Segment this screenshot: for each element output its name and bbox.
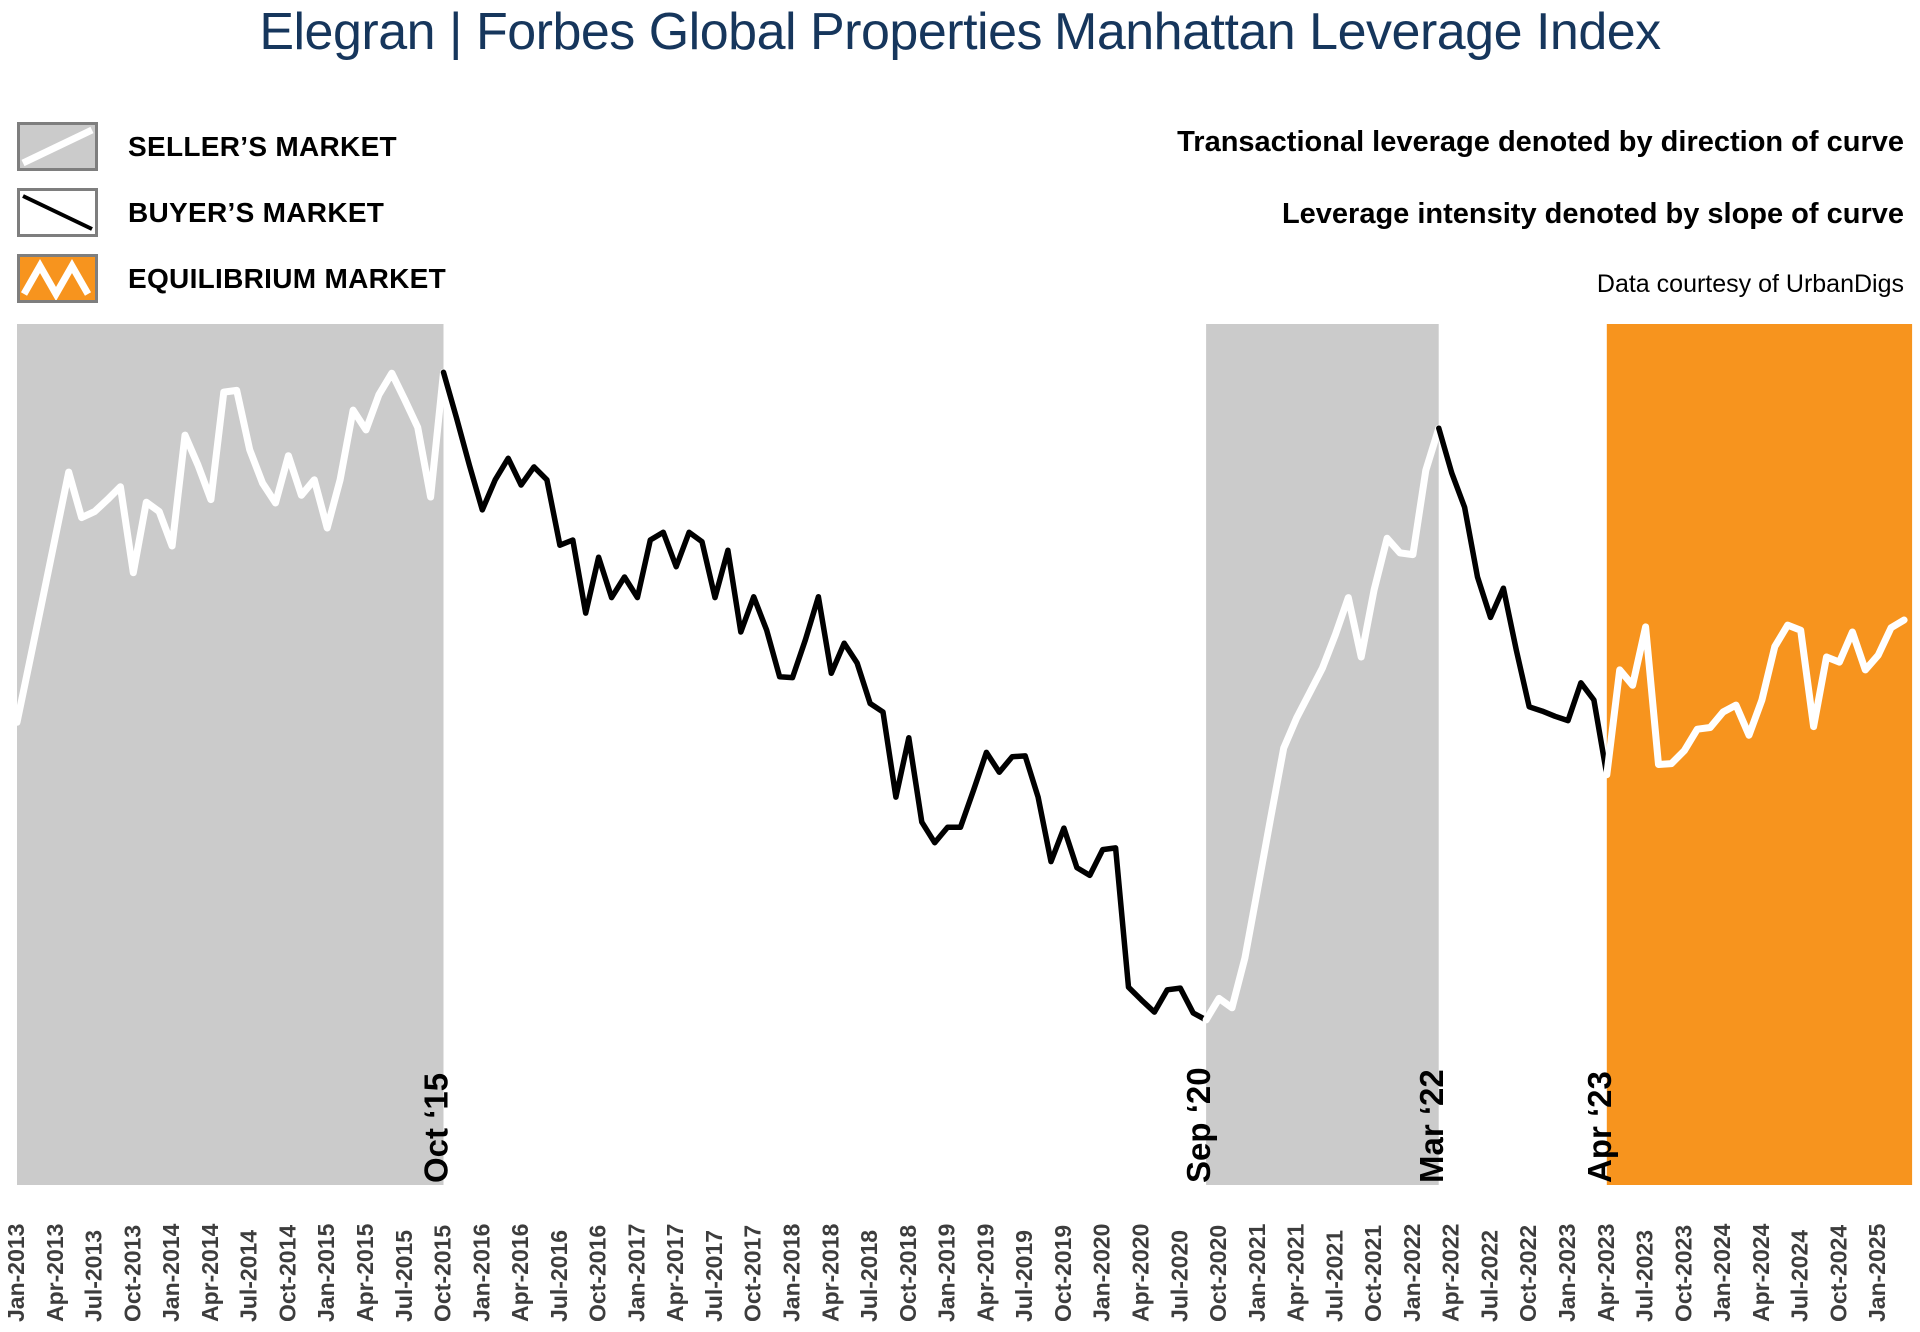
x-axis-tick-label: Apr-2013	[42, 1224, 68, 1322]
x-axis-tick-label: Oct-2017	[740, 1225, 766, 1322]
legend-label-sellers: SELLER’S MARKET	[128, 130, 397, 162]
legend-item-equilibrium-market: EQUILIBRIUM MARKET	[17, 254, 446, 303]
x-axis-tick-label: Apr-2024	[1748, 1223, 1774, 1322]
x-axis-tick-label: Jan-2017	[623, 1224, 649, 1322]
x-axis-tick-label: Oct-2022	[1515, 1225, 1541, 1322]
leverage-line-black-segment	[440, 369, 1209, 1023]
legend-item-buyers-market: BUYER’S MARKET	[17, 188, 446, 237]
title-brand: Elegran | Forbes Global Properties	[259, 3, 1042, 61]
x-axis-tick-label: Jan-2018	[779, 1223, 805, 1322]
x-axis-tick-label: Apr-2023	[1593, 1224, 1619, 1322]
x-axis-tick-label: Apr-2019	[972, 1224, 998, 1322]
x-axis-tick-label: Jul-2013	[81, 1230, 107, 1322]
legend: SELLER’S MARKET BUYER’S MARKET EQUILIBRI…	[17, 122, 446, 320]
x-axis-tick-label: Jul-2022	[1477, 1230, 1503, 1322]
region-boundary-label: Oct ‘15	[418, 1073, 455, 1183]
x-axis-tick-label: Apr-2016	[507, 1224, 533, 1322]
x-axis-tick-label: Jul-2014	[236, 1230, 262, 1322]
leverage-line-white-segment	[13, 368, 447, 726]
x-axis-tick-label: Jul-2023	[1632, 1230, 1658, 1322]
x-axis-tick-label: Oct-2014	[274, 1225, 300, 1322]
sellers-market-region	[17, 324, 444, 1185]
x-axis-tick-label: Jan-2020	[1089, 1224, 1115, 1322]
x-axis-tick-label: Apr-2018	[817, 1223, 843, 1322]
x-axis-tick-label: Jan-2025	[1864, 1223, 1890, 1322]
note-leverage-intensity: Leverage intensity denoted by slope of c…	[1281, 198, 1904, 230]
equilibrium-market-swatch-icon	[17, 254, 98, 303]
x-axis-tick-label: Apr-2021	[1283, 1223, 1309, 1322]
x-axis-tick-label: Jul-2015	[391, 1230, 417, 1322]
x-axis-tick-label: Apr-2017	[662, 1224, 688, 1322]
x-axis-tick-label: Jul-2019	[1011, 1230, 1037, 1322]
leverage-line-white-segment	[1202, 424, 1443, 1024]
x-axis-tick-label: Jan-2024	[1709, 1223, 1735, 1322]
region-boundary-label: Sep ‘20	[1180, 1067, 1217, 1183]
x-axis-tick-label: Jan-2022	[1399, 1224, 1425, 1322]
x-axis-tick-label: Jan-2015	[313, 1223, 339, 1322]
annotation-notes: Transactional leverage denoted by direct…	[1177, 126, 1904, 299]
x-axis-tick-label: Apr-2014	[197, 1223, 223, 1322]
x-axis-tick-label: Apr-2022	[1438, 1224, 1464, 1322]
x-axis-tick-label: Oct-2013	[119, 1225, 145, 1322]
note-transactional-leverage: Transactional leverage denoted by direct…	[1177, 126, 1904, 158]
leverage-line-black-segment	[1436, 425, 1610, 778]
x-axis-tick-label: Jul-2018	[856, 1230, 882, 1322]
x-axis-tick-label: Apr-2020	[1128, 1224, 1154, 1322]
legend-label-buyers: BUYER’S MARKET	[128, 196, 385, 228]
x-axis-tick-label: Jan-2021	[1244, 1223, 1270, 1322]
x-axis-tick-label: Oct-2024	[1825, 1225, 1851, 1322]
x-axis-tick-label: Oct-2015	[430, 1225, 456, 1322]
leverage-line-white-segment	[1603, 616, 1908, 779]
title-suffix: Manhattan Leverage Index	[1054, 3, 1661, 61]
equilibrium-market-region	[1606, 324, 1913, 1185]
x-axis-tick-label: Oct-2023	[1670, 1225, 1696, 1322]
x-axis-tick-label: Oct-2021	[1360, 1225, 1386, 1322]
legend-label-equilibrium: EQUILIBRIUM MARKET	[128, 262, 447, 294]
legend-item-sellers-market: SELLER’S MARKET	[17, 122, 446, 171]
x-axis-tick-label: Jul-2021	[1321, 1230, 1347, 1322]
x-axis-tick-label: Jan-2023	[1554, 1224, 1580, 1322]
x-axis-tick-label: Oct-2020	[1205, 1225, 1231, 1322]
x-axis-tick-label: Oct-2019	[1050, 1225, 1076, 1322]
region-boundary-label: Apr ‘23	[1581, 1071, 1618, 1183]
x-axis-tick-label: Jan-2013	[3, 1224, 29, 1322]
x-axis-tick-label: Jan-2016	[468, 1224, 494, 1322]
page-title: Elegran | Forbes Global Properties Manhat…	[0, 2, 1920, 62]
x-axis-tick-label: Jan-2014	[158, 1223, 184, 1322]
region-boundary-label: Mar ‘22	[1413, 1069, 1450, 1183]
x-axis-tick-label: Apr-2015	[352, 1223, 378, 1322]
note-data-credit: Data courtesy of UrbanDigs	[1596, 270, 1904, 298]
sellers-market-region	[1206, 324, 1439, 1185]
x-axis-tick-label: Jul-2020	[1166, 1230, 1192, 1322]
x-axis-tick-label: Jan-2019	[934, 1224, 960, 1322]
x-axis-tick-label: Oct-2018	[895, 1225, 921, 1322]
sellers-market-swatch-icon	[17, 122, 98, 171]
x-axis-tick-label: Oct-2016	[585, 1225, 611, 1322]
x-axis-tick-label: Jul-2017	[701, 1230, 727, 1322]
buyers-market-swatch-icon	[17, 188, 98, 237]
x-axis-tick-label: Jul-2016	[546, 1230, 572, 1322]
x-axis-tick-label: Jul-2024	[1787, 1230, 1813, 1322]
